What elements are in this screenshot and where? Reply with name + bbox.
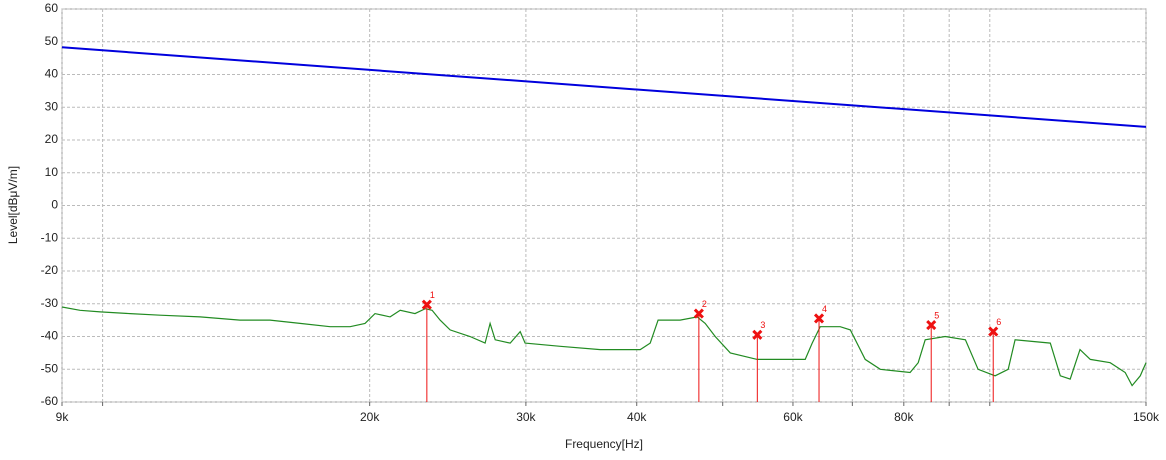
y-tick-label: 10 (45, 165, 59, 179)
x-tick-label: 60k (783, 410, 803, 424)
y-tick-label: 40 (45, 67, 59, 81)
marker-label: 4 (822, 304, 827, 314)
y-tick-label: -20 (41, 263, 59, 277)
marker (813, 313, 825, 324)
marker-label: 3 (760, 320, 765, 330)
y-tick-label: 60 (45, 1, 59, 15)
marker-label: 5 (934, 310, 939, 320)
x-tick-label: 40k (627, 410, 647, 424)
y-tick-label: -60 (41, 394, 59, 408)
marker (752, 329, 763, 340)
x-axis-title: Frequency[Hz] (565, 437, 643, 451)
y-tick-label: 0 (51, 198, 58, 212)
y-tick-label: -30 (41, 296, 59, 310)
x-tick-label: 150k (1133, 410, 1160, 424)
marker-label: 1 (430, 290, 435, 300)
x-tick-label: 30k (516, 410, 536, 424)
marker (926, 319, 937, 331)
x-tick-label: 20k (360, 410, 380, 424)
marker (421, 299, 432, 310)
marker-label: 6 (996, 317, 1001, 327)
series-line (61, 306, 1147, 387)
y-tick-label: 30 (45, 99, 59, 113)
y-tick-label: 20 (45, 132, 59, 146)
series-line (61, 46, 1147, 128)
y-tick-label: -40 (41, 329, 59, 343)
y-tick-label: 50 (45, 34, 59, 48)
marker (693, 308, 704, 319)
marker (988, 326, 999, 337)
x-tick-label: 80k (894, 410, 914, 424)
marker-label: 2 (702, 299, 707, 309)
y-axis-title: Level[dBμV/m] (6, 166, 20, 244)
x-tick-label: 9k (56, 410, 70, 424)
y-tick-label: -10 (41, 230, 59, 244)
y-tick-label: -50 (41, 361, 59, 375)
